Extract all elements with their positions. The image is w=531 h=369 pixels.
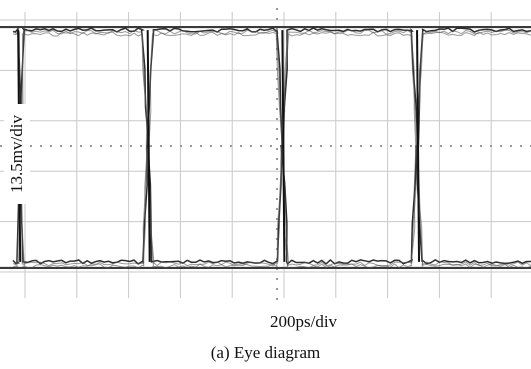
signal-trace (12, 27, 531, 265)
signal-trace (12, 31, 531, 269)
eye-traces (0, 25, 531, 270)
signal-trace (12, 31, 531, 269)
y-axis-label-text: 13.5mv/div (7, 115, 26, 193)
signal-trace (12, 27, 531, 266)
graticule-grid (0, 8, 531, 300)
transition-edge (281, 30, 286, 262)
signal-trace (12, 29, 531, 267)
transition-edge (146, 30, 151, 262)
eye-diagram-plot (0, 8, 531, 300)
transition-edge (416, 30, 421, 262)
figure-caption: (a) Eye diagram (210, 343, 321, 362)
signal-trace (12, 29, 531, 267)
x-axis-label: 200ps/div (268, 312, 340, 332)
y-axis-label: 13.5mv/div (4, 104, 30, 204)
